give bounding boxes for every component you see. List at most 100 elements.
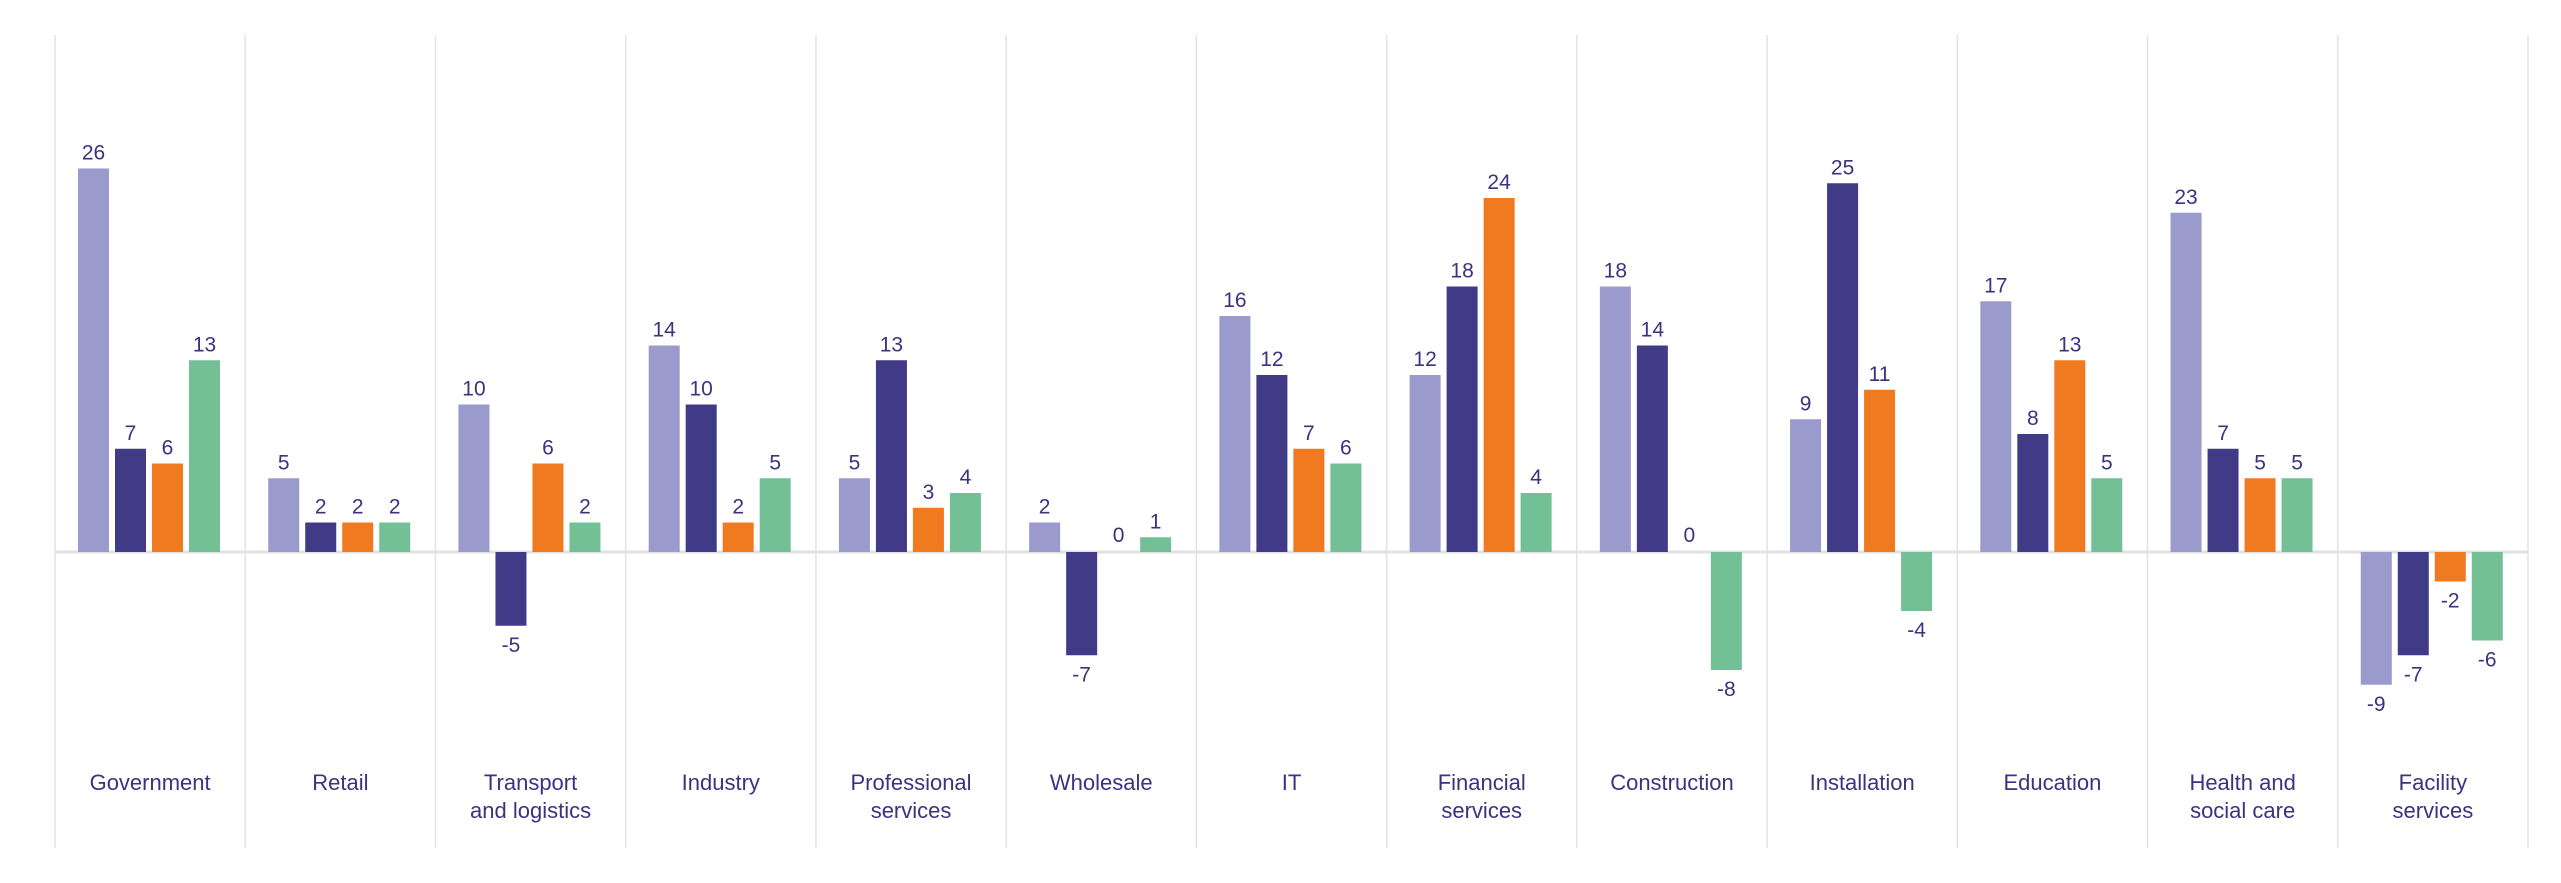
data-label: 2 [1039,496,1051,519]
category-label-line: and logistics [470,798,591,823]
data-label: -6 [2478,649,2497,672]
bar [1409,375,1441,552]
data-label: 2 [732,496,744,519]
bar [115,448,146,552]
data-label: 5 [2254,451,2266,474]
data-label: 1 [1150,510,1162,533]
data-label: 11 [1869,363,1891,386]
category-label: Construction [1610,770,1734,795]
category-label: Health and social care [2189,770,2295,823]
bar [458,404,490,552]
data-label: 5 [2101,451,2113,474]
data-label: 3 [923,481,935,504]
bar [2397,552,2429,656]
category-label: Industry [682,770,760,795]
data-label: -4 [1907,619,1926,642]
data-label: 14 [653,319,677,342]
category-label-line: Wholesale [1050,770,1153,795]
category-label-line: Professional [850,770,971,795]
category-label-line: services [871,798,952,823]
bar [1140,537,1172,552]
data-label: 12 [1413,348,1436,371]
bar [152,463,183,552]
data-label: 18 [1450,260,1473,283]
data-label: 2 [389,496,401,519]
bar [2281,478,2313,552]
data-label: 13 [193,333,216,356]
data-label: 5 [769,451,781,474]
bar [2017,434,2049,552]
data-label: -7 [2404,663,2423,686]
bar [1219,316,1251,552]
category-label-line: Facility [2399,770,2467,795]
data-label: -9 [2367,693,2386,716]
data-label: 6 [542,437,554,460]
bar [759,478,791,552]
bar [1980,301,2012,552]
bar [268,478,300,552]
data-label: 5 [2291,451,2303,474]
category-label: Government [90,770,211,795]
bar [875,360,907,552]
bar [1029,522,1061,552]
bar [1864,389,1896,552]
data-label: 5 [849,451,861,474]
data-label: 2 [315,496,327,519]
data-label: 4 [1530,466,1542,489]
category-label: Transport and logistics [470,770,591,823]
bar [722,522,754,552]
category-label: Wholesale [1050,770,1153,795]
bar [2091,478,2123,552]
bar [912,507,944,552]
data-label: 23 [2174,186,2197,209]
data-label: -5 [502,634,521,657]
category-label-line: services [2393,798,2474,823]
data-label: 14 [1641,319,1665,342]
category-label: Installation [1810,770,1915,795]
bar [1901,552,1933,611]
bar [2434,552,2466,582]
bar [532,463,564,552]
category-label: Education [2003,770,2101,795]
category-label: Retail [312,770,368,795]
bar [2170,212,2202,552]
data-label: 2 [352,496,364,519]
data-label: 7 [2217,422,2229,445]
bar [1636,345,1668,552]
category-label-line: Transport [484,770,577,795]
bar [1790,419,1822,552]
bar [1256,375,1288,552]
category-label: Professional services [850,770,971,823]
bar [1446,286,1478,552]
bar [495,552,527,626]
data-label: 6 [162,437,174,460]
category-label-line: Financial [1438,770,1526,795]
bar [1483,198,1515,552]
bar [2207,448,2239,552]
bar [342,522,374,552]
data-label: 18 [1604,260,1627,283]
category-label-line: IT [1282,770,1302,795]
data-label: 10 [462,378,485,401]
category-label-line: Installation [1810,770,1915,795]
data-label: 7 [1303,422,1315,445]
data-label: 25 [1831,156,1854,179]
bar [949,493,981,552]
data-label: 9 [1800,392,1812,415]
category-label-line: Industry [682,770,760,795]
bar [1293,448,1325,552]
data-label: 16 [1223,289,1246,312]
category-label: Facility services [2393,770,2474,823]
category-label-line: Education [2003,770,2101,795]
bar [838,478,870,552]
bar [2054,360,2086,552]
bar [1520,493,1552,552]
bar [2471,552,2503,641]
bar [305,522,337,552]
category-label: IT [1282,770,1302,795]
data-label: 17 [1984,274,2007,297]
category-label-line: Health and [2189,770,2295,795]
data-label: 0 [1684,524,1696,547]
data-label: 13 [880,333,903,356]
